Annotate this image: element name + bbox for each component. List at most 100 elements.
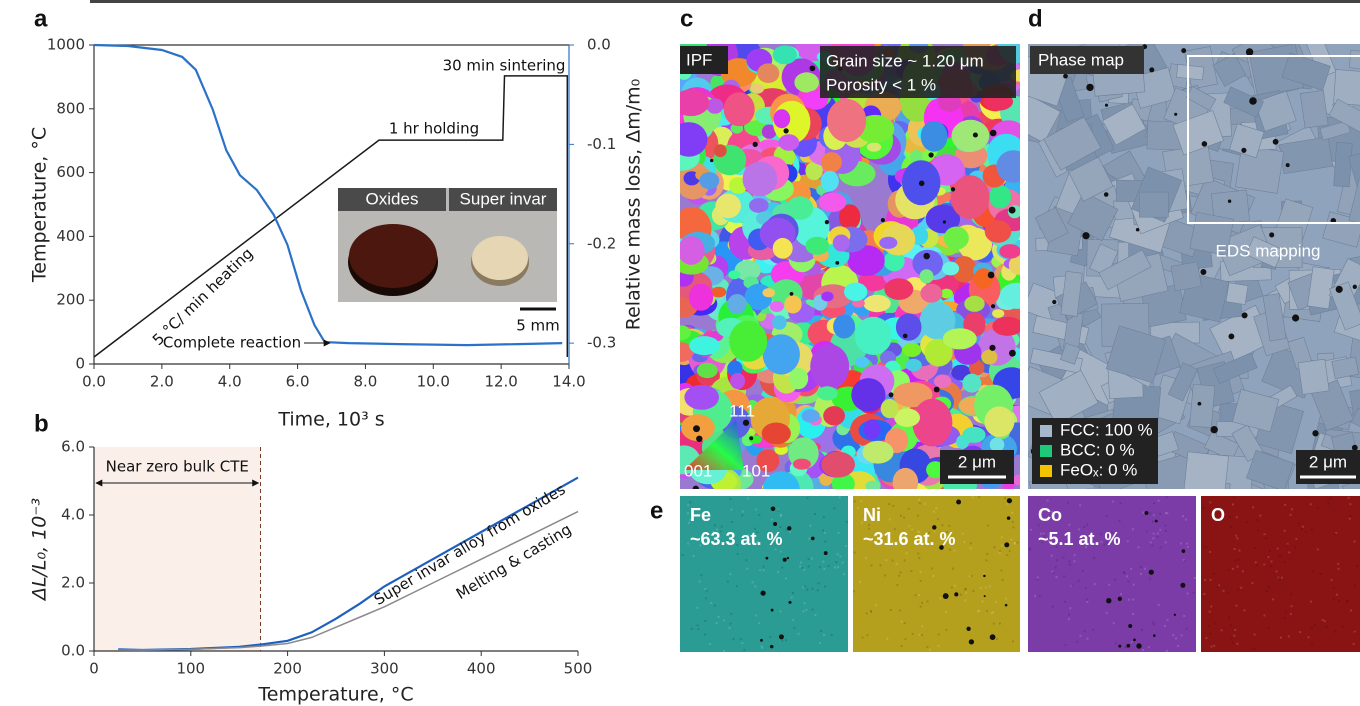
noise xyxy=(896,584,898,586)
noise xyxy=(1291,605,1293,607)
pore xyxy=(790,292,794,296)
noise xyxy=(905,638,907,640)
grain xyxy=(862,441,893,464)
noise xyxy=(1279,579,1281,581)
grain xyxy=(833,235,850,252)
noise xyxy=(1079,504,1081,506)
noise xyxy=(1140,573,1142,575)
noise xyxy=(1322,619,1324,621)
annotation: Complete reaction xyxy=(163,334,301,352)
pore xyxy=(693,486,699,492)
pore xyxy=(1052,300,1056,304)
noise xyxy=(1087,638,1089,640)
noise xyxy=(1234,560,1236,562)
noise xyxy=(1140,566,1142,568)
noise xyxy=(994,546,996,548)
noise xyxy=(1085,587,1087,589)
noise xyxy=(1142,649,1144,651)
grain xyxy=(670,122,707,157)
noise xyxy=(915,594,917,596)
pore xyxy=(1149,570,1154,575)
grain xyxy=(893,468,919,497)
grain xyxy=(810,344,849,389)
noise xyxy=(714,524,716,526)
noise xyxy=(1330,497,1332,499)
pore xyxy=(903,334,908,339)
noise xyxy=(736,585,738,587)
noise xyxy=(860,500,862,502)
noise xyxy=(1153,623,1155,625)
region-label: Near zero bulk CTE xyxy=(106,458,249,476)
noise xyxy=(962,533,964,535)
noise xyxy=(1235,535,1237,537)
pore xyxy=(1181,48,1186,53)
noise xyxy=(792,619,794,621)
noise xyxy=(798,633,800,635)
noise xyxy=(917,515,919,517)
pore xyxy=(1105,104,1108,107)
noise xyxy=(1284,504,1286,506)
noise xyxy=(1210,606,1212,608)
noise xyxy=(920,571,922,573)
noise xyxy=(1177,645,1179,647)
noise xyxy=(1272,598,1274,600)
noise xyxy=(1006,554,1008,556)
noise xyxy=(1186,543,1188,545)
grain xyxy=(689,336,720,355)
noise xyxy=(919,502,921,504)
noise xyxy=(960,594,962,596)
noise xyxy=(1144,568,1146,570)
noise xyxy=(780,551,782,553)
noise xyxy=(1230,624,1232,626)
grain xyxy=(773,238,793,259)
noise xyxy=(945,629,947,631)
noise xyxy=(1252,506,1254,508)
noise xyxy=(901,645,903,647)
pore xyxy=(1007,498,1012,503)
noise xyxy=(1086,601,1088,603)
noise xyxy=(1335,532,1337,534)
photo-label: Oxides xyxy=(366,189,419,208)
pore xyxy=(1202,141,1208,147)
noise xyxy=(1005,598,1007,600)
noise xyxy=(718,616,720,618)
pore xyxy=(1104,192,1109,197)
noise xyxy=(777,571,779,573)
noise xyxy=(842,562,844,564)
noise xyxy=(926,646,928,648)
noise xyxy=(875,604,877,606)
noise xyxy=(771,519,773,521)
noise xyxy=(1210,579,1212,581)
x-tick-label: 2.0 xyxy=(150,373,174,391)
noise xyxy=(834,567,836,569)
invar-pellet xyxy=(472,236,528,280)
pore xyxy=(1005,604,1008,607)
noise xyxy=(971,575,973,577)
grain xyxy=(984,406,1014,437)
grain xyxy=(981,350,997,365)
noise xyxy=(970,547,972,549)
grain xyxy=(963,374,982,393)
grain xyxy=(999,244,1021,259)
noise xyxy=(1069,561,1071,563)
porosity: Porosity < 1 % xyxy=(826,75,936,94)
noise xyxy=(777,509,779,511)
noise xyxy=(1268,627,1270,629)
noise xyxy=(918,557,920,559)
noise xyxy=(866,612,868,614)
noise xyxy=(1133,584,1135,586)
noise xyxy=(839,556,841,558)
noise xyxy=(999,550,1001,552)
noise xyxy=(1001,545,1003,547)
noise xyxy=(1236,516,1238,518)
y-tick-label: 600 xyxy=(56,163,85,181)
noise xyxy=(924,503,926,505)
noise xyxy=(972,497,974,499)
noise xyxy=(1187,593,1189,595)
noise xyxy=(1223,590,1225,592)
noise xyxy=(945,611,947,613)
noise xyxy=(723,619,725,621)
element-label: O xyxy=(1211,505,1225,525)
phase-grain xyxy=(1226,283,1248,305)
grain xyxy=(757,63,779,83)
